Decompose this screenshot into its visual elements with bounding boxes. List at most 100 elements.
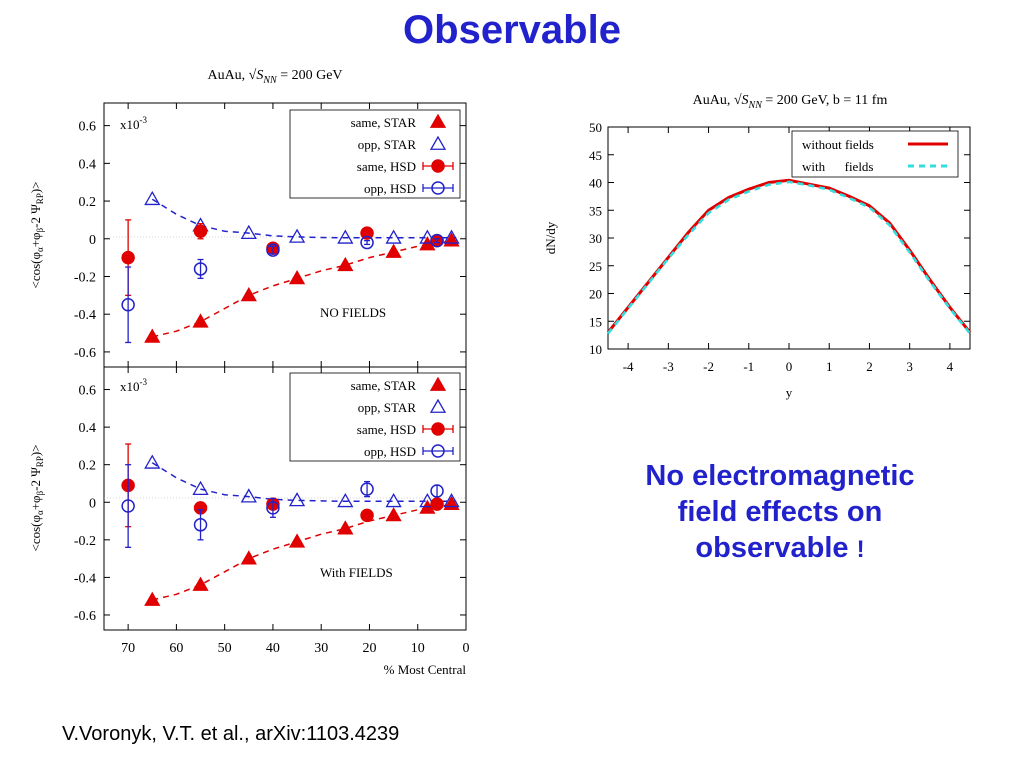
without-fields-line <box>606 178 972 334</box>
y-tick-label: -0.4 <box>74 308 96 323</box>
legend-marker <box>431 444 445 458</box>
data-point <box>192 480 209 496</box>
data-point <box>288 228 306 243</box>
data-point <box>337 256 354 272</box>
y-tick-label: -0.2 <box>74 534 96 549</box>
y-tick-label: 30 <box>589 231 602 246</box>
data-point <box>360 482 374 496</box>
y-tick-label: 0.6 <box>79 384 97 399</box>
dndy-lines <box>606 178 972 335</box>
conclusion-message: No electromagnetic field effects on obse… <box>600 458 960 568</box>
x-tick-label: -2 <box>703 359 714 374</box>
data-point <box>430 484 444 498</box>
top-y-axis: 0.6 0.4 0.2 0 -0.2 -0.4 -0.6 <box>74 120 466 361</box>
data-point <box>385 229 402 244</box>
top-annotation: NO FIELDS <box>320 305 386 320</box>
legend-entry: opp, STAR <box>358 137 417 152</box>
x-tick-label: -1 <box>743 359 754 374</box>
x-tick-label: 0 <box>786 359 793 374</box>
citation: V.Voronyk, V.T. et al., arXiv:1103.4239 <box>62 723 400 745</box>
dndy-legend: without fields with fields <box>791 130 959 178</box>
x-tick-label: 1 <box>826 359 833 374</box>
bottom-plot-frame <box>103 366 467 631</box>
dndy-x-axis-label: y <box>786 385 793 400</box>
data-point <box>121 499 135 513</box>
dndy-chart-title: AuAu, √SNN = 200 GeV, b = 11 fm <box>693 93 888 111</box>
same-star-fit-curve <box>152 503 457 601</box>
bottom-data-points <box>121 443 460 606</box>
x-tick-label: 30 <box>314 641 328 656</box>
y-tick-label: -0.2 <box>74 270 96 285</box>
top-chart-title: AuAu, √SNN = 200 GeV <box>207 68 342 86</box>
data-point <box>193 224 208 238</box>
legend-entry: same, HSD <box>357 422 416 437</box>
y-tick-label: -0.6 <box>74 609 96 624</box>
data-point <box>266 243 280 257</box>
conclusion-mark: ! <box>856 536 865 563</box>
data-point <box>266 501 280 515</box>
conclusion-line-2: field effects on <box>677 496 883 528</box>
bottom-legend: same, STAR opp, STAR same, HSD opp, HSD <box>289 372 461 462</box>
y-tick-label: 0.2 <box>79 195 97 210</box>
top-legend: same, STAR opp, STAR same, HSD opp, HSD <box>289 109 461 199</box>
bottom-y-axis: 0.6 0.4 0.2 0 -0.2 -0.4 -0.6 <box>74 384 466 624</box>
data-point <box>240 224 257 240</box>
y-tick-label: 35 <box>589 203 602 218</box>
data-point <box>360 226 374 240</box>
data-point <box>144 591 161 606</box>
legend-marker <box>429 376 447 391</box>
data-point <box>430 233 444 248</box>
with-fields-line <box>606 180 972 335</box>
data-point <box>385 493 402 508</box>
data-point <box>385 243 402 258</box>
data-point <box>430 497 444 511</box>
data-point <box>121 298 135 312</box>
x-tick-label: 20 <box>362 641 376 656</box>
data-point <box>192 313 209 328</box>
legend-marker <box>429 135 447 150</box>
y-tick-label: 45 <box>589 148 602 163</box>
legend-marker <box>431 159 445 173</box>
data-point <box>337 493 354 508</box>
legend-entry: same, STAR <box>351 115 417 130</box>
data-point <box>240 488 257 503</box>
y-tick-label: -0.4 <box>74 571 96 586</box>
x-tick-label: 40 <box>266 641 280 656</box>
slide-title: Observable <box>403 8 621 52</box>
same-star-fit-curve <box>152 239 457 338</box>
conclusion-line-3: observable! <box>600 530 960 568</box>
top-fit-curves <box>151 198 457 338</box>
y-tick-label: 40 <box>589 176 602 191</box>
bottom-x-axis-label: % Most Central <box>384 662 467 677</box>
y-tick-label: 25 <box>589 259 602 274</box>
legend-entry: opp, HSD <box>364 444 416 459</box>
x-tick-label: 0 <box>463 641 470 656</box>
legend-marker <box>429 398 447 413</box>
conclusion-line-3-text: observable <box>695 532 849 564</box>
x-tick-label: 2 <box>866 359 873 374</box>
bottom-x-axis: 70 60 50 40 30 20 10 0 <box>121 367 470 656</box>
x-tick-label: 70 <box>121 641 135 656</box>
data-point <box>240 550 257 565</box>
bottom-annotation: With FIELDS <box>320 565 393 580</box>
data-point <box>288 492 306 507</box>
data-point <box>288 270 306 285</box>
y-tick-label: 0.4 <box>79 157 97 172</box>
data-point <box>337 229 354 244</box>
legend-entry: opp, STAR <box>358 400 417 415</box>
x-tick-label: 60 <box>169 641 183 656</box>
data-point <box>192 576 209 591</box>
top-data-points <box>121 190 460 344</box>
data-point <box>385 507 402 522</box>
data-point <box>288 533 306 548</box>
top-multiplier: x10-3 <box>120 115 147 132</box>
y-tick-label: 20 <box>589 287 602 302</box>
data-point <box>419 493 436 508</box>
y-tick-label: 0 <box>89 233 96 248</box>
legend-entry: opp, HSD <box>364 181 416 196</box>
data-point <box>443 493 460 508</box>
x-tick-label: -4 <box>623 359 634 374</box>
data-point <box>443 229 460 244</box>
bottom-multiplier: x10-3 <box>120 377 147 394</box>
